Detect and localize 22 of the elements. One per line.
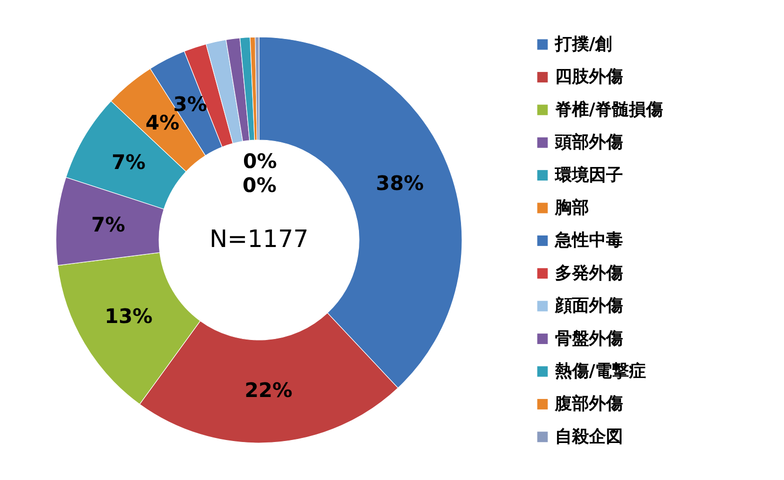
data-label: 7% <box>112 150 146 174</box>
legend-label: 四肢外傷 <box>555 67 623 88</box>
legend-label: 多発外傷 <box>555 263 623 284</box>
legend-label: 打撲/創 <box>554 34 612 54</box>
legend-label: 顔面外傷 <box>554 296 623 316</box>
legend-label: 熱傷/電撃症 <box>554 362 646 382</box>
legend-label: 腹部外傷 <box>554 394 623 414</box>
data-label: 38% <box>376 171 424 196</box>
text: N=1177 <box>209 225 309 253</box>
legend-label: 自殺企図 <box>555 426 623 447</box>
legend-label: 骨盤外傷 <box>555 328 623 349</box>
data-label: 4% <box>145 110 180 134</box>
data-label: 0% <box>242 173 276 197</box>
legend-label: 環境因子 <box>554 165 623 186</box>
legend-label: 頭部外傷 <box>554 132 623 153</box>
data-label: 0% <box>242 149 277 174</box>
legend-label: 胸部 <box>554 198 589 218</box>
legend-label: 急性中毒 <box>554 230 623 251</box>
data-label: 7% <box>91 212 126 237</box>
data-label: 13% <box>104 304 153 328</box>
data-label: 22% <box>244 378 292 402</box>
legend-label: 脊椎/脊髄損傷 <box>555 100 664 120</box>
